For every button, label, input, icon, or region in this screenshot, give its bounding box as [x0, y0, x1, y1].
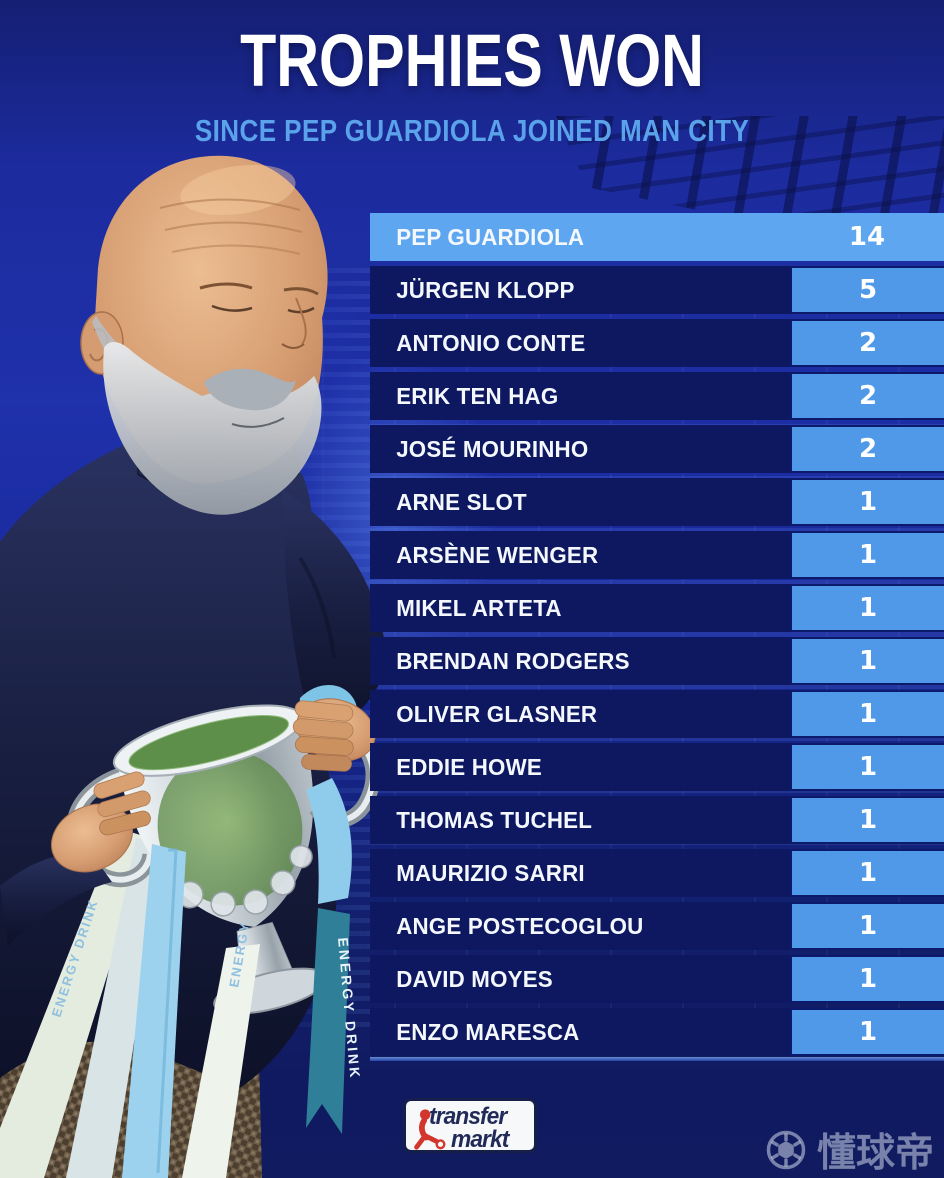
table-row: JÜRGEN KLOPP 5 — [370, 266, 944, 314]
transfermarkt-logo: transfer markt — [403, 1098, 537, 1153]
trophy-count: 2 — [790, 372, 944, 420]
page-title: TROPHIES WON — [240, 19, 704, 102]
trophy-table: PEP GUARDIOLA 14 JÜRGEN KLOPP 5 ANTONIO CONT… — [370, 213, 944, 1061]
trophy-count: 2 — [790, 425, 944, 473]
manager-name: JOSÉ MOURINHO — [396, 435, 589, 462]
table-row: ARSÈNE WENGER 1 — [370, 531, 944, 579]
manager-name: ARSÈNE WENGER — [396, 541, 599, 568]
manager-name: THOMAS TUCHEL — [396, 806, 593, 833]
table-row: MIKEL ARTETA 1 — [370, 584, 944, 632]
table-row: MAURIZIO SARRI 1 — [370, 849, 944, 897]
watermark: 懂球帝 — [764, 1122, 934, 1178]
table-row: ANGE POSTECOGLOU 1 — [370, 902, 944, 950]
manager-name: ENZO MARESCA — [396, 1018, 580, 1045]
manager-name: ARNE SLOT — [396, 488, 527, 515]
manager-name: DAVID MOYES — [396, 965, 553, 992]
trophy-count: 1 — [790, 690, 944, 738]
table-row: JOSÉ MOURINHO 2 — [370, 425, 944, 473]
trophy-count: 1 — [790, 955, 944, 1003]
table-row: ANTONIO CONTE 2 — [370, 319, 944, 367]
logo-text-line2: markt — [451, 1126, 509, 1153]
trophy-count: 1 — [790, 796, 944, 844]
manager-name: JÜRGEN KLOPP — [396, 276, 575, 303]
trophy-count: 1 — [790, 478, 944, 526]
table-row: EDDIE HOWE 1 — [370, 743, 944, 791]
manager-name: MAURIZIO SARRI — [396, 859, 585, 886]
table-row: DAVID MOYES 1 — [370, 955, 944, 1003]
table-row: ERIK TEN HAG 2 — [370, 372, 944, 420]
trophy-count: 1 — [790, 849, 944, 897]
watermark-text: 懂球帝 — [817, 1131, 935, 1176]
table-row: OLIVER GLASNER 1 — [370, 690, 944, 738]
manager-name: PEP GUARDIOLA — [396, 223, 585, 250]
manager-name: ERIK TEN HAG — [396, 382, 559, 409]
pep-guardiola-photo: ENERGY DRINK ENERGY EN — [0, 155, 386, 1178]
trophy-count: 14 — [848, 222, 886, 252]
table-row: ENZO MARESCA 1 — [370, 1008, 944, 1056]
manager-name: ANGE POSTECOGLOU — [396, 912, 644, 939]
manager-name: BRENDAN RODGERS — [396, 647, 630, 674]
transfermarkt-player-icon — [414, 1109, 446, 1150]
trophy-count: 1 — [790, 637, 944, 685]
manager-name: ANTONIO CONTE — [396, 329, 586, 356]
trophy-count: 1 — [790, 1008, 944, 1056]
header: TROPHIES WON SINCE PEP GUARDIOLA JOINED … — [0, 24, 944, 149]
manager-name: OLIVER GLASNER — [396, 700, 598, 727]
table-row: BRENDAN RODGERS 1 — [370, 637, 944, 685]
manager-name: EDDIE HOWE — [396, 753, 542, 780]
table-row: THOMAS TUCHEL 1 — [370, 796, 944, 844]
trophy-count: 1 — [790, 743, 944, 791]
page-subtitle: SINCE PEP GUARDIOLA JOINED MAN CITY — [194, 113, 750, 148]
trophy-count: 5 — [790, 266, 944, 314]
table-row: PEP GUARDIOLA 14 — [370, 213, 944, 261]
trophy-count: 1 — [790, 584, 944, 632]
logo-text-line1: transfer — [429, 1103, 507, 1130]
trophy-count: 1 — [790, 902, 944, 950]
football-icon — [766, 1130, 806, 1170]
manager-name: MIKEL ARTETA — [396, 594, 562, 621]
trophy-count: 1 — [790, 531, 944, 579]
table-row: ARNE SLOT 1 — [370, 478, 944, 526]
table-bottom-line — [370, 1057, 944, 1061]
trophy-count: 2 — [790, 319, 944, 367]
